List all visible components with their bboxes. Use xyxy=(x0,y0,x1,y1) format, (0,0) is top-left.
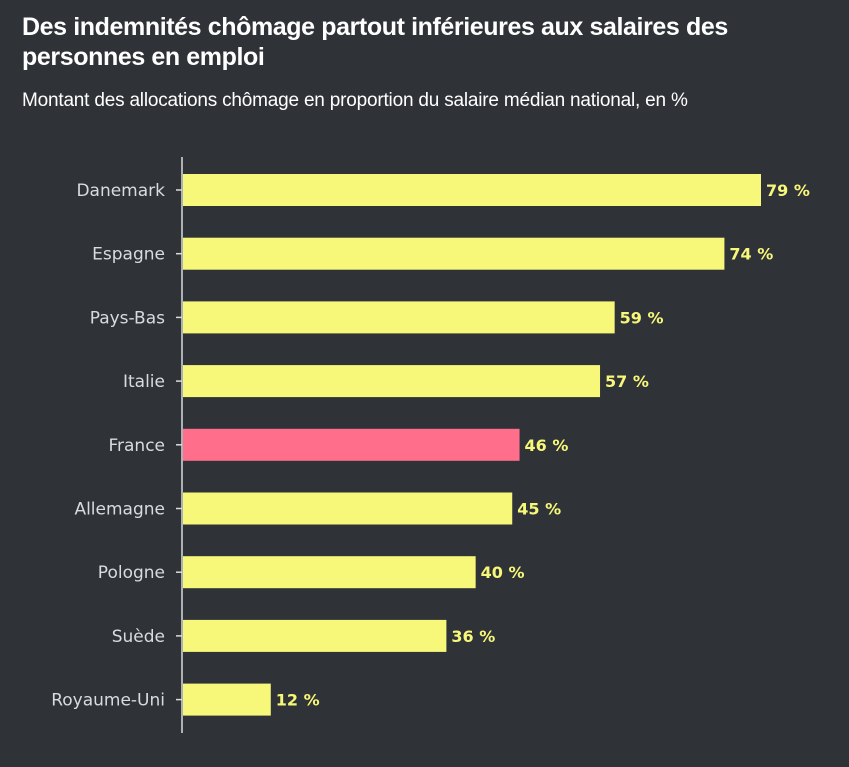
category-label-royaume-uni: Royaume-Uni xyxy=(51,691,165,711)
value-label-espagne: 74 % xyxy=(729,245,773,264)
bar-allemagne xyxy=(183,492,513,525)
bars-group: Danemark 79 % Espagne 74 % Pays-Bas 59 % Itali… xyxy=(51,174,810,716)
value-label-pologne: 40 % xyxy=(481,563,525,582)
value-label-pays-bas: 59 % xyxy=(620,308,664,327)
bar-espagne xyxy=(183,237,725,270)
category-label-suede: Suède xyxy=(112,627,165,647)
category-label-espagne: Espagne xyxy=(92,245,165,265)
value-label-danemark: 79 % xyxy=(766,181,810,200)
chart-subtitle: Montant des allocations chômage en propo… xyxy=(22,90,688,111)
category-label-pologne: Pologne xyxy=(98,563,165,583)
bar-chart: Danemark 79 % Espagne 74 % Pays-Bas 59 % Itali… xyxy=(51,157,810,733)
category-label-allemagne: Allemagne xyxy=(74,500,165,520)
bar-pologne xyxy=(183,556,476,589)
bar-pays-bas xyxy=(183,301,615,334)
value-label-allemagne: 45 % xyxy=(517,500,561,519)
bar-italie xyxy=(183,365,601,398)
category-label-pays-bas: Pays-Bas xyxy=(90,308,165,328)
category-label-france: France xyxy=(108,436,165,456)
bar-royaume-uni xyxy=(183,683,271,716)
value-label-italie: 57 % xyxy=(605,372,649,391)
chart-title: Des indemnités chômage partout inférieur… xyxy=(22,13,728,71)
bar-france xyxy=(183,428,520,461)
category-label-italie: Italie xyxy=(123,372,165,392)
bar-danemark xyxy=(183,174,761,206)
value-label-royaume-uni: 12 % xyxy=(276,691,320,710)
category-label-danemark: Danemark xyxy=(76,181,165,201)
value-label-suede: 36 % xyxy=(451,627,495,646)
bar-suede xyxy=(183,619,447,652)
value-label-france: 46 % xyxy=(525,436,569,455)
